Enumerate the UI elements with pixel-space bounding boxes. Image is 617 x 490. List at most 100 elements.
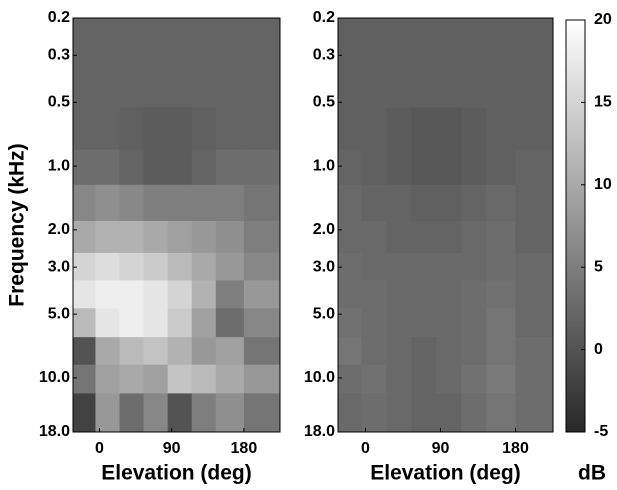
heatmap-cell	[215, 149, 245, 186]
heatmap-cell	[386, 393, 412, 433]
heatmap-cell	[143, 393, 169, 433]
heatmap-cell	[436, 107, 462, 151]
heatmap-cell	[119, 60, 145, 109]
heatmap-cell	[95, 149, 121, 186]
heatmap-cell	[386, 252, 412, 281]
heatmap-cell	[486, 252, 516, 281]
colorbar-tick-label: 0	[594, 341, 603, 358]
heatmap-cell	[486, 149, 516, 186]
y-tick-label: 10.0	[304, 369, 335, 386]
heatmap-cell	[461, 149, 487, 186]
heatmap-cell	[119, 107, 145, 151]
heatmap-cell	[143, 280, 169, 309]
y-tick-label: 0.3	[48, 47, 70, 64]
heatmap-cell	[167, 252, 193, 281]
heatmap-cell	[191, 220, 217, 254]
heatmap-cell	[191, 18, 217, 61]
heatmap-cell	[73, 364, 96, 394]
heatmap-cell	[411, 364, 437, 394]
heatmap-cell	[95, 364, 121, 394]
heatmap-cell	[95, 252, 121, 281]
heatmap-cell	[215, 280, 245, 309]
heatmap-cell	[461, 280, 487, 309]
heatmap-cell	[338, 308, 362, 338]
heatmap-cell	[167, 220, 193, 254]
heatmap-cell	[461, 308, 487, 338]
heatmap-cell	[338, 107, 362, 151]
heatmap-cell	[119, 184, 145, 222]
heatmap-cell	[411, 107, 437, 151]
heatmap-cell	[95, 220, 121, 254]
heatmap-cell	[243, 184, 281, 222]
heatmap-cell	[215, 18, 245, 61]
heatmap-cell	[386, 280, 412, 309]
heatmap-cell	[191, 149, 217, 186]
heatmap-cell	[243, 364, 281, 394]
y-tick-label: 18.0	[304, 423, 335, 440]
heatmap-cell	[515, 18, 554, 61]
heatmap-cell	[515, 252, 554, 281]
heatmap-cell	[486, 393, 516, 433]
heatmap-cell	[361, 337, 387, 366]
heatmap-cell	[338, 252, 362, 281]
heatmap-cell	[486, 337, 516, 366]
heatmap-cell	[338, 60, 362, 109]
heatmap-cell	[436, 149, 462, 186]
heatmap-cell	[436, 18, 462, 61]
heatmap-cell	[167, 18, 193, 61]
heatmap-cell	[436, 60, 462, 109]
heatmap-cell	[515, 308, 554, 338]
heatmap-cell	[167, 337, 193, 366]
heatmap-cell	[515, 220, 554, 254]
heatmap-cell	[461, 184, 487, 222]
heatmap-cell	[95, 280, 121, 309]
heatmap-cell	[191, 107, 217, 151]
heatmap-cell	[361, 60, 387, 109]
heatmap-cell	[191, 60, 217, 109]
heatmap-cell	[215, 184, 245, 222]
heatmap-cell	[191, 280, 217, 309]
heatmap-cell	[73, 60, 96, 109]
heatmap-cell	[73, 220, 96, 254]
heatmap-cell	[143, 107, 169, 151]
heatmap-cell	[143, 220, 169, 254]
heatmap-cell	[143, 184, 169, 222]
heatmap-cell	[386, 220, 412, 254]
heatmap-cell	[243, 308, 281, 338]
heatmap-cell	[215, 337, 245, 366]
heatmap-cell	[167, 107, 193, 151]
colorbar-tick-label: 20	[594, 11, 612, 28]
heatmap-cell	[436, 280, 462, 309]
heatmap-cell	[436, 252, 462, 281]
heatmap-cell	[461, 393, 487, 433]
heatmap-cell	[436, 308, 462, 338]
heatmap-cell	[119, 308, 145, 338]
heatmap-cell	[411, 252, 437, 281]
heatmap-cell	[338, 364, 362, 394]
x-axis-label: Elevation (deg)	[370, 462, 521, 485]
heatmap-cell	[143, 149, 169, 186]
heatmap-cell	[95, 184, 121, 222]
y-tick-label: 3.0	[313, 258, 335, 275]
heatmap-cell	[191, 364, 217, 394]
heatmap-cell	[143, 364, 169, 394]
heatmap-cell	[436, 184, 462, 222]
heatmap-cell	[143, 18, 169, 61]
plot-frame	[337, 17, 554, 433]
heatmap-cell	[486, 107, 516, 151]
heatmap-cell	[436, 393, 462, 433]
heatmap-cell	[119, 337, 145, 366]
heatmap-cell	[119, 18, 145, 61]
heatmap-cell	[215, 308, 245, 338]
heatmap-cell	[73, 18, 96, 61]
heatmap-cell	[215, 364, 245, 394]
heatmap-cell	[73, 252, 96, 281]
heatmap-cell	[486, 364, 516, 394]
x-axis-label: Elevation (deg)	[101, 462, 252, 485]
colorbar-label: dB	[578, 462, 606, 485]
y-axis-label: Frequency (kHz)	[6, 143, 29, 306]
heatmap-cell	[411, 149, 437, 186]
heatmap-cell	[243, 252, 281, 281]
heatmap-cell	[486, 60, 516, 109]
heatmap-cell	[486, 18, 516, 61]
